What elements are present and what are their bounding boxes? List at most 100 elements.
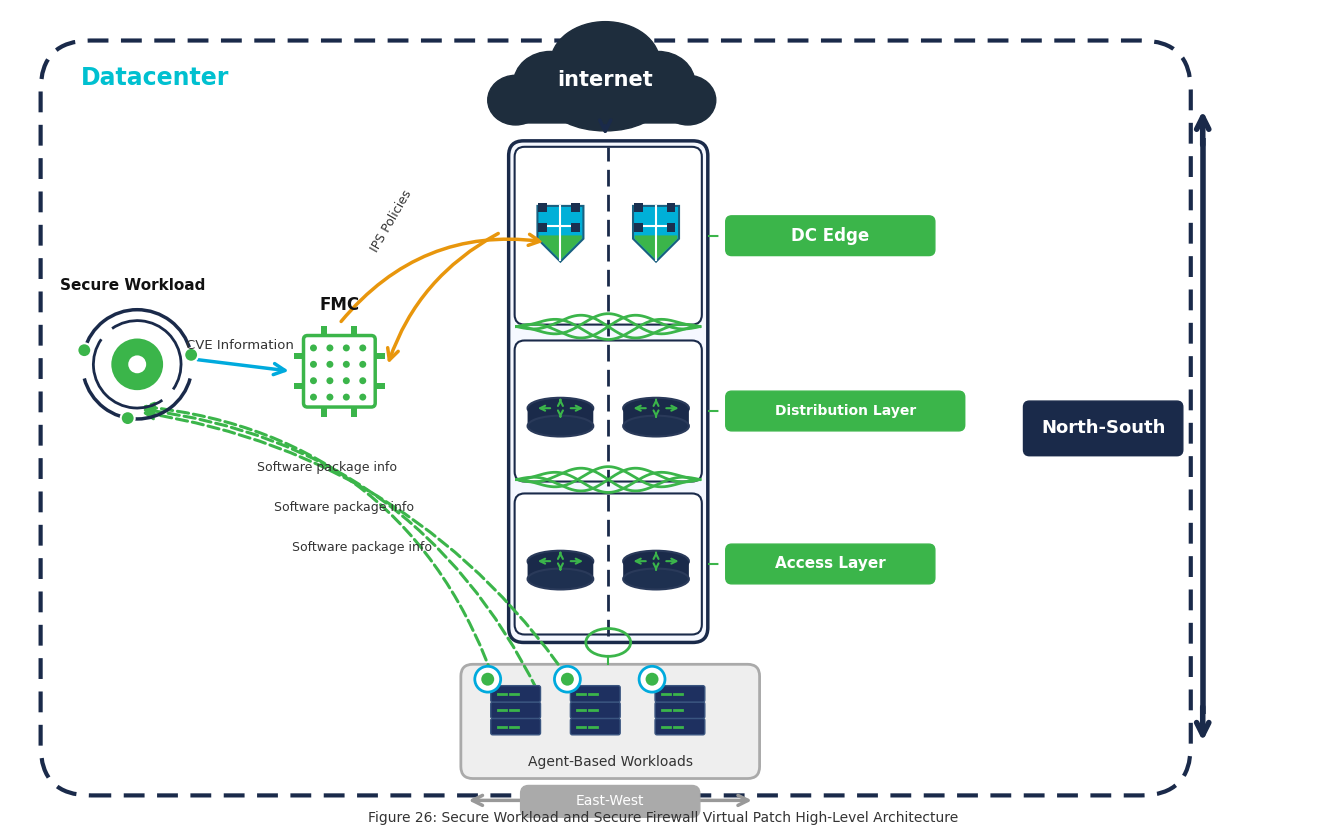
Text: IPS Policies: IPS Policies	[369, 188, 414, 254]
Circle shape	[326, 377, 333, 384]
Text: Access Layer: Access Layer	[774, 557, 886, 572]
FancyBboxPatch shape	[655, 719, 705, 735]
Circle shape	[343, 361, 350, 368]
FancyBboxPatch shape	[514, 147, 701, 325]
Text: North-South: North-South	[1041, 420, 1166, 438]
Ellipse shape	[550, 21, 660, 105]
FancyBboxPatch shape	[667, 223, 675, 232]
Text: FMC: FMC	[320, 296, 359, 314]
Circle shape	[184, 348, 198, 362]
Ellipse shape	[621, 51, 695, 115]
FancyBboxPatch shape	[634, 223, 643, 232]
FancyBboxPatch shape	[513, 88, 697, 123]
Circle shape	[639, 667, 666, 692]
Circle shape	[310, 344, 317, 351]
FancyBboxPatch shape	[521, 786, 700, 817]
FancyBboxPatch shape	[375, 354, 385, 359]
FancyBboxPatch shape	[509, 141, 708, 643]
Polygon shape	[635, 235, 678, 260]
FancyBboxPatch shape	[491, 702, 541, 719]
FancyBboxPatch shape	[725, 544, 935, 584]
Ellipse shape	[488, 75, 544, 125]
Circle shape	[343, 344, 350, 351]
Text: Distribution Layer: Distribution Layer	[774, 404, 916, 418]
Circle shape	[326, 394, 333, 401]
Circle shape	[121, 411, 135, 425]
FancyBboxPatch shape	[634, 203, 643, 211]
Circle shape	[310, 361, 317, 368]
Text: Software package info: Software package info	[292, 540, 431, 553]
FancyBboxPatch shape	[514, 493, 701, 634]
FancyBboxPatch shape	[293, 354, 304, 359]
Circle shape	[326, 361, 333, 368]
Circle shape	[310, 394, 317, 401]
Ellipse shape	[660, 75, 716, 125]
Text: Secure Workload: Secure Workload	[60, 278, 206, 292]
FancyBboxPatch shape	[351, 325, 357, 335]
FancyBboxPatch shape	[623, 408, 690, 426]
Polygon shape	[540, 235, 582, 260]
Ellipse shape	[528, 415, 593, 436]
Polygon shape	[633, 206, 679, 262]
Ellipse shape	[623, 398, 690, 419]
FancyBboxPatch shape	[725, 216, 935, 255]
FancyBboxPatch shape	[528, 408, 593, 426]
FancyBboxPatch shape	[655, 702, 705, 719]
Circle shape	[359, 394, 366, 401]
Circle shape	[561, 672, 574, 686]
Ellipse shape	[528, 568, 593, 590]
FancyBboxPatch shape	[572, 203, 579, 211]
FancyBboxPatch shape	[655, 686, 705, 702]
FancyBboxPatch shape	[528, 561, 593, 579]
FancyBboxPatch shape	[514, 340, 701, 482]
Text: DC Edge: DC Edge	[792, 226, 870, 244]
FancyBboxPatch shape	[461, 664, 760, 779]
Text: Software package info: Software package info	[273, 501, 414, 514]
Circle shape	[343, 377, 350, 384]
Circle shape	[475, 667, 501, 692]
FancyBboxPatch shape	[570, 686, 621, 702]
Text: Software package info: Software package info	[257, 461, 396, 474]
Ellipse shape	[623, 551, 690, 572]
Circle shape	[359, 377, 366, 384]
FancyBboxPatch shape	[293, 383, 304, 389]
Text: internet: internet	[557, 70, 654, 90]
Circle shape	[359, 361, 366, 368]
Text: Figure 26: Secure Workload and Secure Firewall Virtual Patch High-Level Architec: Figure 26: Secure Workload and Secure Fi…	[367, 811, 959, 825]
Ellipse shape	[528, 551, 593, 572]
Circle shape	[359, 344, 366, 351]
Text: East-West: East-West	[575, 795, 644, 809]
Circle shape	[326, 344, 333, 351]
Circle shape	[310, 377, 317, 384]
Text: CVE Information: CVE Information	[186, 339, 294, 353]
FancyBboxPatch shape	[491, 686, 541, 702]
Ellipse shape	[623, 415, 690, 436]
FancyBboxPatch shape	[375, 383, 385, 389]
FancyBboxPatch shape	[570, 719, 621, 735]
FancyBboxPatch shape	[570, 702, 621, 719]
Circle shape	[129, 355, 146, 373]
Text: Datacenter: Datacenter	[81, 66, 229, 90]
FancyBboxPatch shape	[351, 407, 357, 417]
Ellipse shape	[528, 398, 593, 419]
Circle shape	[111, 339, 163, 390]
FancyBboxPatch shape	[725, 392, 965, 431]
FancyBboxPatch shape	[538, 223, 546, 232]
Polygon shape	[537, 206, 583, 262]
Circle shape	[481, 672, 495, 686]
Text: Agent-Based Workloads: Agent-Based Workloads	[528, 755, 692, 768]
FancyBboxPatch shape	[491, 719, 541, 735]
FancyBboxPatch shape	[321, 325, 328, 335]
FancyBboxPatch shape	[667, 203, 675, 211]
FancyBboxPatch shape	[623, 561, 690, 579]
FancyBboxPatch shape	[1024, 401, 1183, 456]
Ellipse shape	[550, 75, 660, 131]
Ellipse shape	[513, 51, 587, 115]
Circle shape	[77, 344, 91, 357]
FancyBboxPatch shape	[321, 407, 328, 417]
FancyBboxPatch shape	[538, 203, 546, 211]
Circle shape	[343, 394, 350, 401]
Circle shape	[646, 672, 659, 686]
FancyBboxPatch shape	[572, 223, 579, 232]
Ellipse shape	[623, 568, 690, 590]
